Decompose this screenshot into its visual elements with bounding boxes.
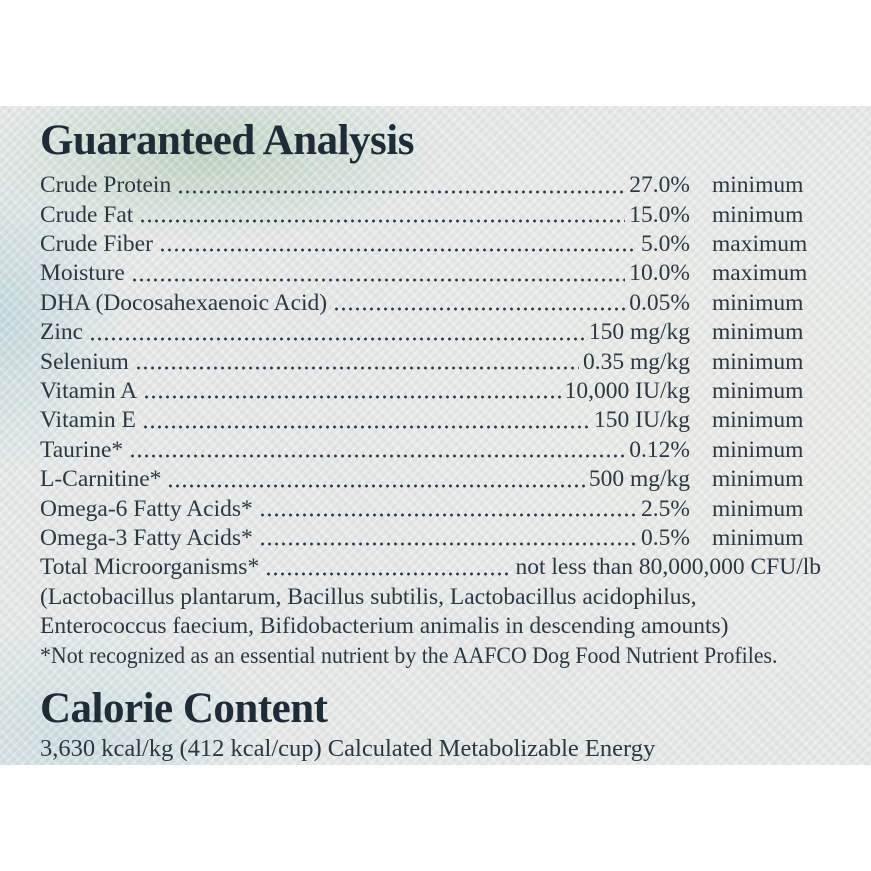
dot-leader [167, 465, 585, 495]
organisms-note-line1: (Lactobacillus plantarum, Bacillus subti… [40, 583, 697, 610]
analysis-row: L-Carnitine* 500 mg/kg minimum [40, 465, 821, 495]
dot-leader [258, 524, 638, 554]
nutrient-qualifier: minimum [712, 201, 804, 228]
dot-leader [265, 553, 512, 583]
analysis-row: Crude Protein 27.0% minimum [40, 171, 821, 201]
nutrient-value: 0.35 mg/kg [582, 348, 690, 375]
section-calorie-content: Calorie Content 3,630 kcal/kg (412 kcal/… [40, 684, 821, 764]
nutrient-label: Zinc [40, 319, 84, 346]
dot-leader [134, 347, 579, 377]
product-label-sheet: Guaranteed Analysis Crude Protein 27.0% … [0, 106, 871, 765]
nutrient-value: 10.0% [629, 260, 690, 287]
nutrient-value: 0.05% [629, 289, 690, 316]
nutrient-label: Vitamin A [40, 377, 138, 404]
analysis-row: DHA (Docosahexaenoic Acid) 0.05% minimum [40, 288, 821, 319]
nutrient-label: Total Microorganisms* [40, 554, 260, 581]
dot-leader [139, 200, 626, 230]
nutrient-label: Crude Fat [40, 201, 134, 228]
guaranteed-analysis-title: Guaranteed Analysis [40, 117, 414, 164]
nutrient-label: Selenium [40, 348, 129, 375]
analysis-row: Crude Fiber 5.0% maximum [40, 229, 821, 260]
dot-leader [143, 376, 561, 407]
analysis-row: Moisture 10.0% maximum [40, 259, 821, 289]
analysis-row: Crude Fat 15.0% minimum [40, 200, 821, 230]
analysis-row: Zinc 150 mg/kg minimum [40, 318, 821, 348]
nutrient-label: L-Carnitine* [40, 466, 162, 493]
dot-leader [177, 171, 626, 201]
organisms-note-line2: Enterococcus faecium, Bifidobacterium an… [40, 613, 729, 640]
nutrient-label: Omega-6 Fatty Acids* [40, 495, 253, 522]
nutrient-value: 150 mg/kg [588, 319, 690, 346]
nutrient-label: Vitamin E [40, 407, 136, 434]
dot-leader [130, 259, 626, 289]
analysis-row: Taurine* 0.12% minimum [40, 435, 821, 466]
dot-leader [89, 318, 585, 348]
dot-leader [129, 435, 626, 466]
calorie-content-title: Calorie Content [40, 684, 328, 732]
nutrient-qualifier: minimum [712, 525, 804, 552]
microorganisms-row: Total Microorganisms* not less than 80,0… [40, 553, 821, 583]
section-guaranteed-analysis: Guaranteed Analysis Crude Protein 27.0% … [40, 118, 821, 672]
nutrient-qualifier: minimum [712, 348, 804, 375]
nutrient-label: Omega-3 Fatty Acids* [40, 525, 253, 552]
nutrient-qualifier: minimum [712, 466, 804, 493]
nutrient-value: 150 IU/kg [594, 407, 690, 434]
nutrient-qualifier: maximum [712, 260, 808, 287]
calorie-statement: 3,630 kcal/kg (412 kcal/cup) Calculated … [40, 734, 656, 762]
nutrient-value: 27.0% [629, 172, 690, 199]
nutrient-qualifier: minimum [712, 289, 804, 316]
nutrient-label: Moisture [40, 260, 125, 287]
analysis-row: Omega-6 Fatty Acids* 2.5% minimum [40, 494, 821, 525]
nutrient-value: not less than 80,000,000 CFU/lb [515, 554, 821, 581]
nutrient-value: 0.12% [629, 436, 690, 463]
nutrient-label: Crude Protein [40, 172, 172, 199]
analysis-row: Omega-3 Fatty Acids* 0.5% minimum [40, 524, 821, 554]
nutrient-label: Taurine* [40, 436, 124, 463]
nutrient-value: 5.0% [641, 230, 690, 257]
nutrient-value: 10,000 IU/kg [564, 377, 690, 404]
nutrient-value: 500 mg/kg [588, 466, 690, 493]
analysis-row: Selenium 0.35 mg/kg minimum [40, 347, 821, 377]
nutrient-qualifier: minimum [712, 377, 804, 404]
nutrient-qualifier: minimum [712, 436, 804, 463]
aafco-footnote: *Not recognized as an essential nutrient… [40, 643, 778, 670]
nutrient-value: 2.5% [641, 495, 690, 522]
nutrient-qualifier: minimum [712, 319, 804, 346]
nutrient-qualifier: minimum [712, 172, 804, 199]
nutrient-label: Crude Fiber [40, 230, 153, 257]
analysis-row: Vitamin A 10,000 IU/kg minimum [40, 376, 821, 407]
analysis-row: Vitamin E 150 IU/kg minimum [40, 406, 821, 436]
nutrient-qualifier: maximum [712, 230, 808, 257]
dot-leader [258, 494, 638, 525]
nutrient-value: 0.5% [641, 525, 690, 552]
dot-leader [333, 288, 626, 319]
nutrient-label: DHA (Docosahexaenoic Acid) [40, 289, 328, 316]
dot-leader [158, 229, 638, 260]
nutrient-value: 15.0% [629, 201, 690, 228]
nutrient-qualifier: minimum [712, 495, 804, 522]
nutrient-qualifier: minimum [712, 407, 804, 434]
dot-leader [141, 406, 591, 436]
